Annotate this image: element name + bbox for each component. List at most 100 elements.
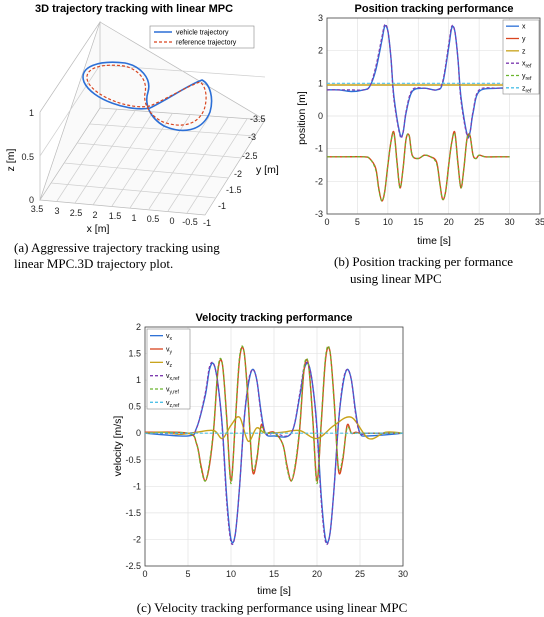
x-tick: 2	[92, 210, 97, 220]
y-tick-label: -1	[133, 481, 141, 491]
x-tick: 1.5	[109, 211, 122, 221]
panel-c-title: Velocity tracking performance	[195, 312, 352, 324]
y-tick-label: 1	[136, 375, 141, 385]
legend-entry-label: vx,ref	[166, 373, 180, 382]
panel-b-xlabel: time [s]	[417, 235, 451, 247]
panel-c-grid	[144, 326, 404, 567]
series-line-x-ref	[327, 23, 510, 139]
y-tick-label: -2	[315, 176, 323, 186]
z-tick: 0.5	[21, 152, 34, 162]
x-tick: 0.5	[147, 214, 160, 224]
panel-c-ticks: 0 5 10 15 20 25 30 2 1.5 1 0.5 0 -0.5 -1 -1.5 -2 -2.5	[125, 322, 408, 579]
panel-c-velocity-tracking: Velocity tracking performance velocity […	[112, 312, 408, 615]
x-tick-label: 15	[413, 217, 423, 227]
legend-entry-subscript: z	[170, 363, 173, 369]
y-tick: -2	[234, 169, 242, 179]
caption-b-line1: (b) Position tracking per formance	[334, 254, 513, 269]
y-tick: -2.5	[242, 151, 258, 161]
x-tick: -0.5	[182, 217, 198, 227]
caption-b-line2: using linear MPC	[350, 271, 442, 286]
z-tick: 1	[29, 108, 34, 118]
y-tick-label: -0.5	[125, 455, 141, 465]
legend-entry-subscript: ref	[526, 64, 532, 70]
x-tick-label: 10	[383, 217, 393, 227]
reference-trajectory-line	[86, 64, 207, 126]
legend-entry-label: y	[522, 36, 526, 43]
x-tick: 2.5	[70, 208, 83, 218]
panel-a-legend: vehicle trajectory reference trajectory	[149, 25, 255, 49]
series-line-y-ref	[327, 132, 510, 202]
caption-c: (c) Velocity tracking performance using …	[137, 600, 408, 615]
legend-entry-subscript: y	[170, 350, 173, 356]
legend-entry-label: vx	[166, 333, 173, 342]
legend-entry-subscript: x,ref	[170, 376, 180, 382]
y-tick-label: -2	[133, 534, 141, 544]
legend-entry-label: zref	[522, 85, 532, 94]
panel-b-legend: xyz xref yref zref	[502, 19, 540, 95]
panel-c-ylabel: velocity [m/s]	[112, 416, 124, 477]
x-tick-label: 0	[142, 569, 147, 579]
y-tick: -3	[248, 132, 256, 142]
legend-entry-subscript: z,ref	[170, 403, 180, 409]
y-tick: -3.5	[250, 114, 266, 124]
x-tick-label: 15	[269, 569, 279, 579]
x-tick: 3.5	[31, 204, 44, 214]
caption-a-line2: linear MPC.3D trajectory plot.	[14, 256, 173, 271]
panel-a-y-ticks: -3.5 -3 -2.5 -2 -1.5 -1	[218, 114, 266, 211]
legend-entry-label: vz	[166, 360, 173, 369]
x-tick-label: 25	[474, 217, 484, 227]
x-tick-label: 30	[505, 217, 515, 227]
panel-a-title: 3D trajectory tracking with linear MPC	[35, 3, 233, 15]
legend-entry-label: xref	[522, 61, 532, 70]
y-tick-label: 0.5	[128, 402, 141, 412]
y-tick-label: 1.5	[128, 349, 141, 359]
panel-a-3d-trajectory: 3D trajectory tracking with linear MPC	[5, 3, 279, 271]
legend-entry-label: vz,ref	[166, 400, 180, 409]
y-tick-label: -3	[315, 209, 323, 219]
panel-c-series	[144, 345, 404, 545]
x-tick-label: 20	[312, 569, 322, 579]
legend-box	[146, 328, 191, 410]
x-tick-label: 5	[185, 569, 190, 579]
y-tick-label: 2	[136, 322, 141, 332]
series-line-v-x-ref	[144, 361, 403, 545]
panel-b-series	[326, 23, 510, 202]
panel-a-x-ticks: 3.5 3 2.5 2 1.5 1 0.5 0 -0.5 -1	[31, 204, 211, 228]
legend-vehicle-trajectory: vehicle trajectory	[176, 30, 229, 37]
y-tick-label: -1	[315, 144, 323, 154]
x-tick: 3	[54, 206, 59, 216]
panel-a-xlabel: x [m]	[87, 223, 110, 235]
legend-entry-subscript: ref	[526, 76, 532, 82]
y-tick-label: 0	[136, 428, 141, 438]
panel-b-ylabel: position [m]	[296, 91, 308, 145]
y-tick-label: -2.5	[125, 561, 141, 571]
legend-entry-label: vy,ref	[166, 387, 179, 396]
x-tick-label: 25	[355, 569, 365, 579]
legend-entry-subscript: x	[170, 336, 173, 342]
series-line-v-z	[144, 416, 404, 442]
x-tick-label: 35	[535, 217, 544, 227]
panel-c-legend: vx vy vz vx,ref vy,ref vz,ref	[146, 328, 191, 410]
legend-entry-label: yref	[522, 73, 532, 82]
x-tick: -1	[203, 218, 211, 228]
panel-a-zlabel: z [m]	[5, 149, 17, 172]
panel-a-3d-axes	[39, 20, 266, 216]
series-line-v-y-ref	[144, 345, 403, 485]
x-tick-label: 5	[355, 217, 360, 227]
plot-frame	[144, 326, 404, 567]
legend-reference-trajectory: reference trajectory	[176, 40, 237, 47]
x-tick-label: 20	[444, 217, 454, 227]
y-tick-label: 3	[318, 13, 323, 23]
y-tick: -1.5	[226, 185, 242, 195]
legend-entry-label: z	[522, 48, 526, 55]
x-tick-label: 10	[226, 569, 236, 579]
legend-entry-subscript: ref	[526, 88, 532, 94]
panel-a-ylabel: y [m]	[256, 164, 279, 176]
panel-b-position-tracking: Position tracking performance position […	[296, 3, 544, 286]
x-tick: 0	[169, 216, 174, 226]
y-tick-label: 1	[318, 78, 323, 88]
legend-box	[502, 19, 540, 95]
z-tick: 0	[29, 195, 34, 205]
